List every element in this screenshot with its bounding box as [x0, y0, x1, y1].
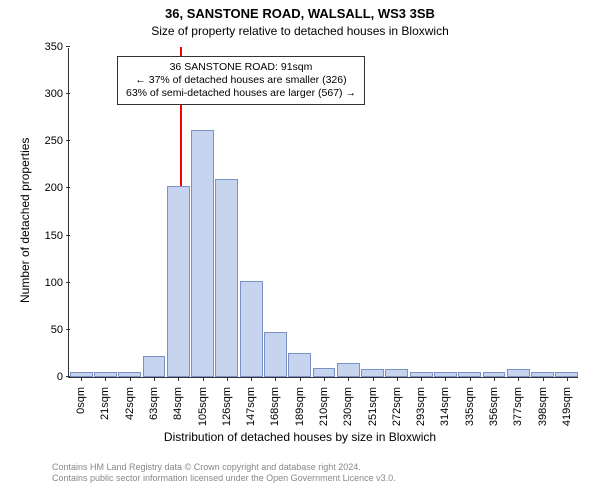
y-tick-label: 100	[45, 277, 69, 289]
histogram-bar	[167, 186, 190, 377]
x-tick-mark	[154, 377, 155, 381]
x-tick-label: 0sqm	[75, 383, 87, 414]
footer-line: Contains public sector information licen…	[52, 473, 396, 484]
histogram-bar	[507, 369, 530, 377]
x-tick-label: 105sqm	[197, 383, 209, 426]
x-tick-mark	[518, 377, 519, 381]
histogram-bar	[215, 179, 238, 377]
x-tick-mark	[470, 377, 471, 381]
chart-title: 36, SANSTONE ROAD, WALSALL, WS3 3SB	[0, 6, 600, 21]
x-tick-label: 314sqm	[439, 383, 451, 426]
annotation-line: 63% of semi-detached houses are larger (…	[126, 87, 356, 100]
x-tick-label: 210sqm	[318, 383, 330, 426]
x-tick-label: 168sqm	[269, 383, 281, 426]
x-tick-mark	[81, 377, 82, 381]
x-tick-mark	[178, 377, 179, 381]
x-tick-label: 189sqm	[294, 383, 306, 426]
y-tick-label: 50	[51, 324, 69, 336]
x-axis-label: Distribution of detached houses by size …	[0, 430, 600, 444]
x-tick-label: 63sqm	[148, 383, 160, 420]
y-tick-label: 150	[45, 230, 69, 242]
x-tick-mark	[105, 377, 106, 381]
x-tick-mark	[251, 377, 252, 381]
x-tick-label: 377sqm	[512, 383, 524, 426]
chart-subtitle: Size of property relative to detached ho…	[0, 24, 600, 38]
histogram-bar	[143, 356, 166, 377]
x-tick-label: 272sqm	[391, 383, 403, 426]
histogram-bar	[191, 130, 214, 377]
x-tick-label: 42sqm	[124, 383, 136, 420]
x-tick-label: 335sqm	[464, 383, 476, 426]
y-axis-label: Number of detached properties	[18, 138, 32, 303]
x-tick-label: 147sqm	[245, 383, 257, 426]
x-tick-mark	[130, 377, 131, 381]
annotation-line: ← 37% of detached houses are smaller (32…	[126, 74, 356, 87]
x-tick-label: 356sqm	[488, 383, 500, 426]
x-tick-label: 251sqm	[367, 383, 379, 426]
x-tick-mark	[373, 377, 374, 381]
x-tick-mark	[494, 377, 495, 381]
histogram-bar	[313, 368, 336, 377]
x-tick-label: 21sqm	[99, 383, 111, 420]
x-tick-mark	[324, 377, 325, 381]
x-tick-label: 398sqm	[537, 383, 549, 426]
y-tick-label: 200	[45, 182, 69, 194]
x-tick-mark	[203, 377, 204, 381]
x-tick-label: 293sqm	[415, 383, 427, 426]
x-tick-mark	[275, 377, 276, 381]
x-tick-label: 230sqm	[342, 383, 354, 426]
x-tick-mark	[227, 377, 228, 381]
y-tick-label: 300	[45, 88, 69, 100]
histogram-bar	[385, 369, 408, 377]
x-tick-mark	[421, 377, 422, 381]
y-tick-label: 350	[45, 41, 69, 53]
histogram-bar	[361, 369, 384, 377]
footer-line: Contains HM Land Registry data © Crown c…	[52, 462, 396, 473]
x-tick-mark	[397, 377, 398, 381]
y-tick-label: 250	[45, 135, 69, 147]
x-tick-mark	[445, 377, 446, 381]
plot-area: 36 SANSTONE ROAD: 91sqm← 37% of detached…	[68, 48, 578, 378]
x-tick-label: 126sqm	[221, 383, 233, 426]
footer-text: Contains HM Land Registry data © Crown c…	[52, 462, 396, 484]
x-tick-mark	[543, 377, 544, 381]
y-tick-label: 0	[57, 371, 69, 383]
histogram-bar	[240, 281, 263, 377]
histogram-bar	[337, 363, 360, 377]
x-tick-mark	[567, 377, 568, 381]
chart-container: 36, SANSTONE ROAD, WALSALL, WS3 3SB Size…	[0, 0, 600, 500]
histogram-bar	[264, 332, 287, 377]
x-tick-label: 84sqm	[172, 383, 184, 420]
annotation-line: 36 SANSTONE ROAD: 91sqm	[126, 61, 356, 74]
x-tick-label: 419sqm	[561, 383, 573, 426]
histogram-bar	[288, 353, 311, 377]
x-tick-mark	[300, 377, 301, 381]
x-tick-mark	[348, 377, 349, 381]
annotation-box: 36 SANSTONE ROAD: 91sqm← 37% of detached…	[117, 56, 365, 105]
